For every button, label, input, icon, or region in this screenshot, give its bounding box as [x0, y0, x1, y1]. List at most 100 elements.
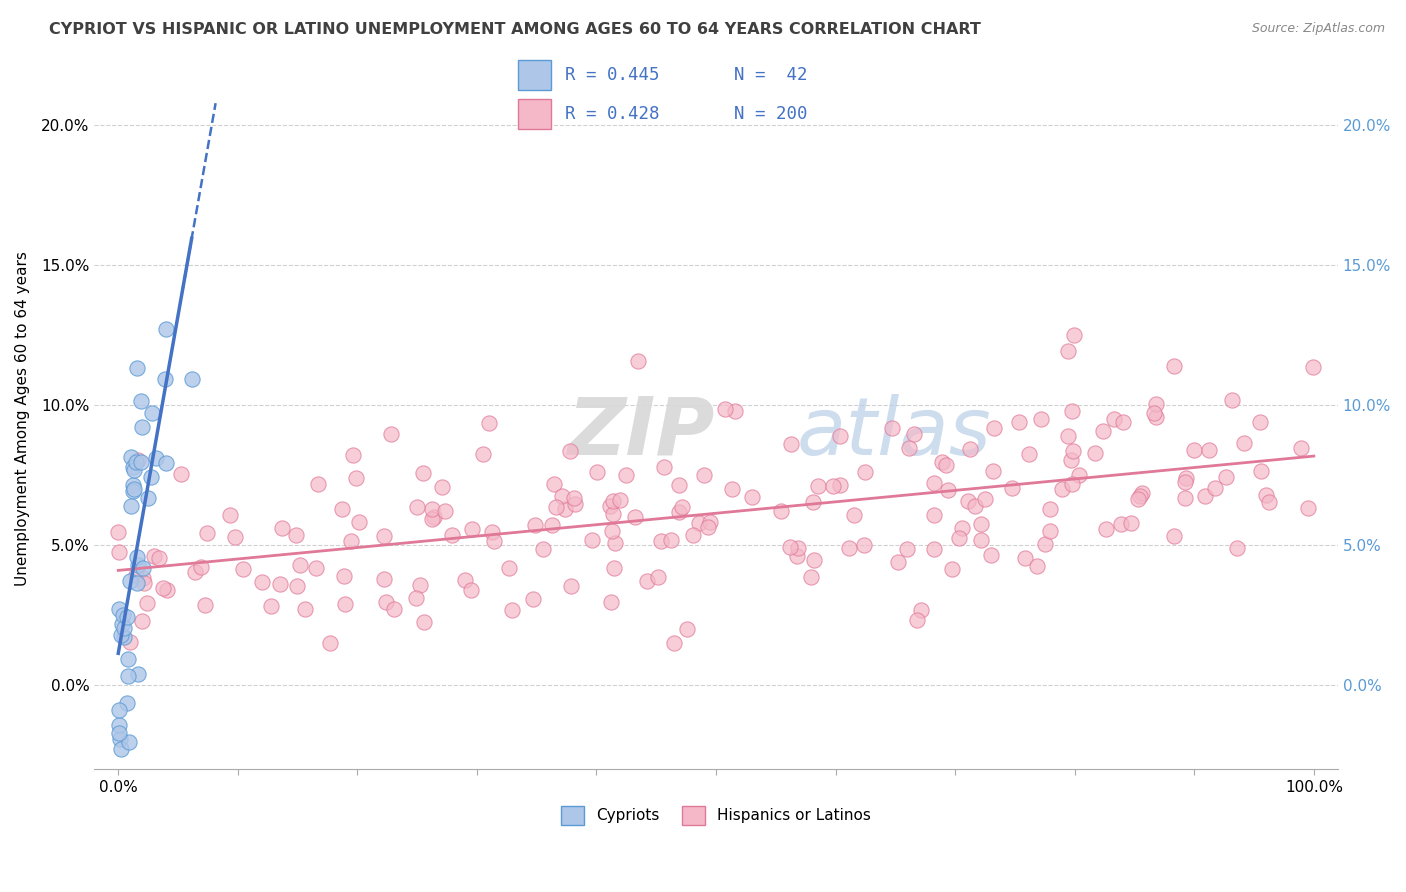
Point — [564, 491, 586, 506]
Point — [801, 495, 824, 509]
Point — [671, 500, 693, 515]
Point — [980, 548, 1002, 562]
Point — [107, 525, 129, 540]
Point — [1174, 475, 1197, 489]
Point — [112, 630, 135, 644]
Point — [981, 465, 1004, 479]
Point — [135, 596, 157, 610]
Point — [1215, 469, 1237, 483]
Text: ZIP: ZIP — [567, 394, 714, 472]
Point — [117, 669, 139, 683]
Point — [614, 467, 637, 482]
Point — [838, 541, 860, 555]
Point — [260, 599, 283, 613]
Point — [294, 602, 316, 616]
Point — [668, 478, 690, 492]
Point — [779, 540, 801, 554]
Point — [1000, 482, 1022, 496]
Point — [115, 610, 138, 624]
Point — [922, 541, 945, 556]
Point — [347, 515, 370, 529]
Point — [807, 479, 830, 493]
Point — [1008, 415, 1031, 429]
Y-axis label: Unemployment Among Ages 60 to 64 years: Unemployment Among Ages 60 to 64 years — [15, 252, 30, 586]
Point — [1163, 359, 1185, 373]
Point — [974, 491, 997, 506]
Point — [786, 549, 808, 564]
Point — [659, 533, 682, 548]
Point — [1095, 522, 1118, 536]
Point — [821, 479, 844, 493]
Point — [1254, 487, 1277, 501]
Point — [903, 427, 925, 442]
Point — [1060, 452, 1083, 467]
Point — [373, 572, 395, 586]
Point — [132, 561, 155, 575]
Point — [714, 401, 737, 416]
Text: R = 0.428: R = 0.428 — [565, 105, 659, 123]
Point — [319, 636, 342, 650]
Point — [139, 470, 162, 484]
Point — [155, 456, 177, 470]
Point — [108, 731, 131, 746]
Point — [564, 497, 586, 511]
Point — [112, 607, 135, 622]
Text: N =  42: N = 42 — [734, 66, 808, 84]
Point — [1132, 486, 1154, 500]
Point — [108, 602, 131, 616]
Point — [110, 628, 132, 642]
Point — [125, 550, 148, 565]
Point — [1144, 397, 1167, 411]
Point — [382, 602, 405, 616]
Point — [957, 494, 980, 508]
Point — [1144, 410, 1167, 425]
Point — [1056, 343, 1078, 358]
Point — [117, 651, 139, 665]
Point — [654, 460, 676, 475]
Point — [692, 467, 714, 482]
Point — [441, 527, 464, 541]
Point — [420, 501, 443, 516]
Point — [108, 703, 131, 717]
Point — [627, 354, 650, 368]
Point — [1062, 477, 1084, 491]
Point — [122, 483, 145, 498]
Point — [142, 549, 165, 564]
Point — [120, 574, 142, 588]
Point — [406, 500, 429, 515]
Point — [1084, 445, 1107, 459]
Point — [1025, 558, 1047, 573]
Point — [1128, 491, 1150, 506]
Point — [412, 466, 434, 480]
Point — [1184, 443, 1206, 458]
Point — [959, 442, 981, 456]
Point — [882, 421, 904, 435]
Bar — [517, 60, 551, 90]
Point — [501, 602, 523, 616]
Point — [1142, 406, 1164, 420]
Text: atlas: atlas — [797, 394, 991, 472]
Point — [131, 455, 153, 469]
Point — [699, 516, 721, 530]
Point — [941, 562, 963, 576]
Point — [141, 406, 163, 420]
Point — [1062, 443, 1084, 458]
Point — [897, 442, 920, 456]
Point — [125, 568, 148, 582]
Point — [1029, 412, 1052, 426]
Point — [478, 416, 501, 430]
Point — [852, 538, 875, 552]
Point — [1204, 481, 1226, 495]
Point — [1175, 471, 1198, 485]
Point — [118, 735, 141, 749]
Point — [948, 531, 970, 545]
Point — [522, 592, 544, 607]
Point — [127, 558, 149, 572]
Point — [184, 565, 207, 579]
Point — [125, 455, 148, 469]
Point — [120, 499, 142, 513]
Point — [1109, 517, 1132, 532]
Point — [1039, 501, 1062, 516]
Point — [1119, 516, 1142, 530]
Point — [342, 448, 364, 462]
